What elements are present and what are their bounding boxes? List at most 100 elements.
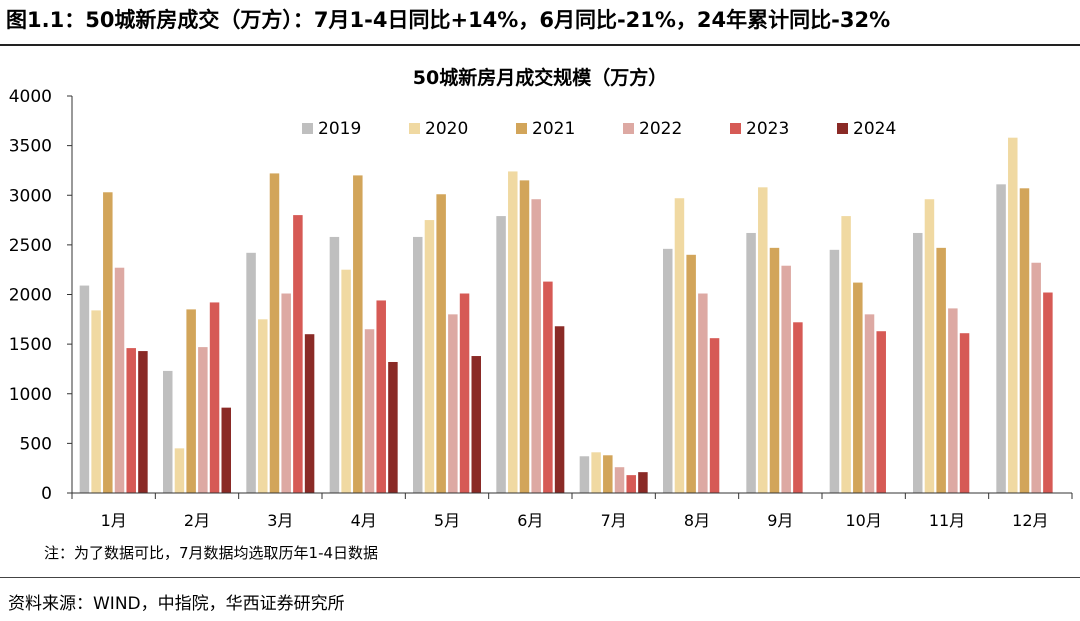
top-divider — [0, 44, 1080, 46]
bar-2022-9月 — [781, 265, 791, 493]
source-text: 资料来源：WIND，中指院，华西证券研究所 — [8, 594, 345, 614]
x-tick-label: 7月 — [601, 511, 627, 530]
bar-2020-5月 — [424, 220, 435, 493]
bar-2021-7月 — [603, 455, 613, 493]
bar-2023-9月 — [793, 322, 803, 493]
bar-2020-9月 — [758, 187, 768, 493]
bar-2022-12月 — [1031, 262, 1041, 493]
legend-label: 2023 — [746, 119, 789, 139]
bar-2023-7月 — [626, 475, 636, 493]
bar-2020-1月 — [91, 310, 101, 493]
bar-2019-7月 — [579, 456, 590, 493]
bar-2022-6月 — [531, 199, 541, 493]
bar-2020-11月 — [924, 199, 935, 493]
legend-swatch-2019 — [302, 123, 313, 134]
bar-2023-1月 — [126, 348, 136, 493]
bar-2024-7月 — [638, 472, 648, 493]
legend-swatch-2024 — [837, 123, 848, 134]
legend-swatch-2020 — [409, 123, 420, 134]
bar-2021-10月 — [853, 282, 863, 493]
bar-2019-2月 — [163, 370, 173, 493]
bottom-divider — [0, 577, 1080, 578]
bar-2023-3月 — [293, 215, 303, 493]
x-tick-label: 5月 — [434, 511, 460, 530]
x-tick-label: 2月 — [184, 511, 210, 530]
bar-2022-3月 — [281, 293, 291, 493]
legend-label: 2022 — [639, 119, 682, 139]
y-tick-label: 2500 — [9, 236, 52, 256]
bar-2019-10月 — [829, 249, 840, 493]
bar-2021-11月 — [936, 247, 946, 493]
x-tick-label: 11月 — [929, 511, 965, 530]
bar-2020-8月 — [674, 198, 685, 494]
bar-2021-8月 — [686, 254, 696, 493]
bar-2021-9月 — [769, 247, 780, 493]
bar-2019-11月 — [913, 232, 923, 493]
y-tick-label: 1500 — [9, 335, 52, 355]
bar-2019-3月 — [246, 252, 256, 493]
bar-2023-2月 — [209, 302, 220, 493]
bar-2024-3月 — [304, 334, 315, 493]
bar-2020-3月 — [258, 319, 268, 493]
bar-2019-9月 — [746, 232, 756, 493]
bar-2019-5月 — [413, 236, 423, 493]
bar-2022-8月 — [698, 293, 708, 493]
bar-2019-8月 — [663, 248, 673, 493]
x-tick-label: 4月 — [351, 511, 377, 530]
bar-2021-5月 — [436, 194, 446, 493]
legend-label: 2024 — [853, 119, 896, 139]
bar-2022-5月 — [448, 314, 458, 493]
legend-swatch-2021 — [516, 123, 527, 134]
bar-2019-1月 — [79, 285, 90, 493]
bar-2023-12月 — [1043, 292, 1053, 493]
bar-2020-7月 — [591, 452, 601, 493]
bar-2021-12月 — [1019, 188, 1030, 494]
bar-2022-4月 — [364, 329, 375, 493]
x-tick-label: 6月 — [517, 511, 543, 530]
legend-label: 2021 — [532, 119, 575, 139]
bar-2023-11月 — [959, 333, 970, 493]
y-tick-label: 3000 — [9, 186, 52, 206]
x-tick-label: 8月 — [684, 511, 710, 530]
chart-note: 注：为了数据可比，7月数据均选取历年1-4日数据 — [44, 544, 378, 562]
legend-swatch-2022 — [623, 123, 634, 134]
y-tick-label: 3500 — [9, 137, 52, 157]
bar-2024-1月 — [138, 351, 148, 493]
bar-2021-3月 — [269, 173, 280, 493]
bar-2022-7月 — [614, 467, 625, 493]
bar-2020-2月 — [174, 448, 185, 493]
legend-swatch-2023 — [730, 123, 741, 134]
figure-title: 图1.1：50城新房成交（万方）：7月1-4日同比+14%，6月同比-21%，2… — [6, 8, 891, 32]
y-axis: 0 500 1000 1500 2000 2500 3000 3500 4000 — [9, 87, 73, 504]
bar-2022-11月 — [948, 308, 958, 493]
bar-2020-12月 — [1008, 137, 1018, 493]
bar-2023-8月 — [709, 338, 720, 493]
y-tick-label: 1000 — [9, 385, 52, 405]
bar-2022-1月 — [114, 267, 125, 493]
legend-label: 2019 — [318, 119, 361, 139]
bar-2019-4月 — [329, 236, 340, 493]
y-tick-label: 0 — [41, 484, 52, 504]
bar-2023-4月 — [376, 300, 386, 493]
bar-2022-2月 — [198, 347, 208, 493]
bar-2024-5月 — [471, 356, 481, 493]
legend: 2019 2020 2021 2022 2023 2024 — [302, 119, 896, 139]
bar-2019-6月 — [496, 216, 506, 493]
x-tick-label: 1月 — [101, 511, 127, 530]
bar-2020-10月 — [841, 216, 851, 493]
bar-2021-6月 — [519, 180, 530, 494]
bars — [79, 137, 1053, 494]
bar-2024-4月 — [388, 361, 398, 493]
bar-2024-6月 — [554, 326, 565, 493]
bar-2023-10月 — [876, 331, 886, 493]
x-tick-label: 3月 — [267, 511, 293, 530]
bar-2020-4月 — [341, 269, 351, 493]
bar-2024-2月 — [221, 407, 231, 493]
bar-2021-1月 — [103, 192, 113, 493]
x-tick-label: 9月 — [767, 511, 793, 530]
legend-label: 2020 — [425, 119, 468, 139]
bar-2023-6月 — [543, 281, 553, 493]
bar-2020-6月 — [508, 171, 518, 493]
y-tick-label: 4000 — [9, 87, 52, 107]
bar-2023-5月 — [459, 293, 470, 493]
